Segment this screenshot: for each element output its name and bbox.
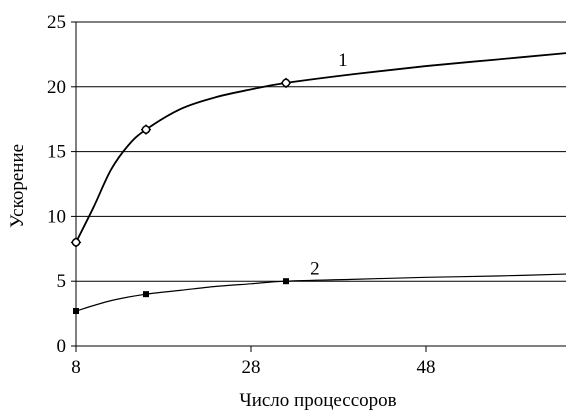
y-axis-label: Ускорение: [7, 144, 28, 228]
data-point: [143, 291, 149, 298]
y-tick-label: 5: [57, 271, 67, 292]
y-tick-label: 15: [47, 142, 66, 163]
y-tick-labels: 0 5 10 15 20 25: [47, 12, 66, 357]
x-axis-label: Число процессоров: [239, 390, 396, 411]
marker-diamond: [140, 124, 152, 135]
axes: [71, 21, 566, 352]
data-point: [73, 308, 79, 315]
x-tick-label: 48: [417, 357, 436, 378]
series-line: [75, 52, 566, 243]
x-tick-label: 28: [242, 357, 261, 378]
series-2: [73, 273, 566, 315]
y-tick-label: 10: [47, 206, 66, 227]
y-tick-label: 0: [57, 336, 67, 357]
marker-circle: [281, 78, 291, 88]
x-tick-labels: 8 28 48: [71, 357, 435, 378]
marker-circle: [71, 238, 81, 247]
marker-diamond: [280, 77, 292, 89]
data-point: [140, 124, 152, 135]
grid-lines: [76, 21, 566, 282]
series-layer: 12: [70, 50, 566, 315]
series-1: [70, 52, 566, 248]
marker-circle: [141, 125, 151, 134]
y-tick-label: 20: [47, 77, 66, 98]
data-point: [70, 237, 82, 248]
marker-diamond: [70, 237, 82, 248]
series-line: [75, 273, 566, 312]
data-point: [283, 278, 289, 285]
series-label-2: 2: [310, 258, 320, 279]
x-tick-label: 8: [71, 357, 81, 378]
data-point: [280, 77, 292, 89]
series-label-1: 1: [338, 50, 348, 71]
y-tick-label: 25: [47, 12, 66, 33]
